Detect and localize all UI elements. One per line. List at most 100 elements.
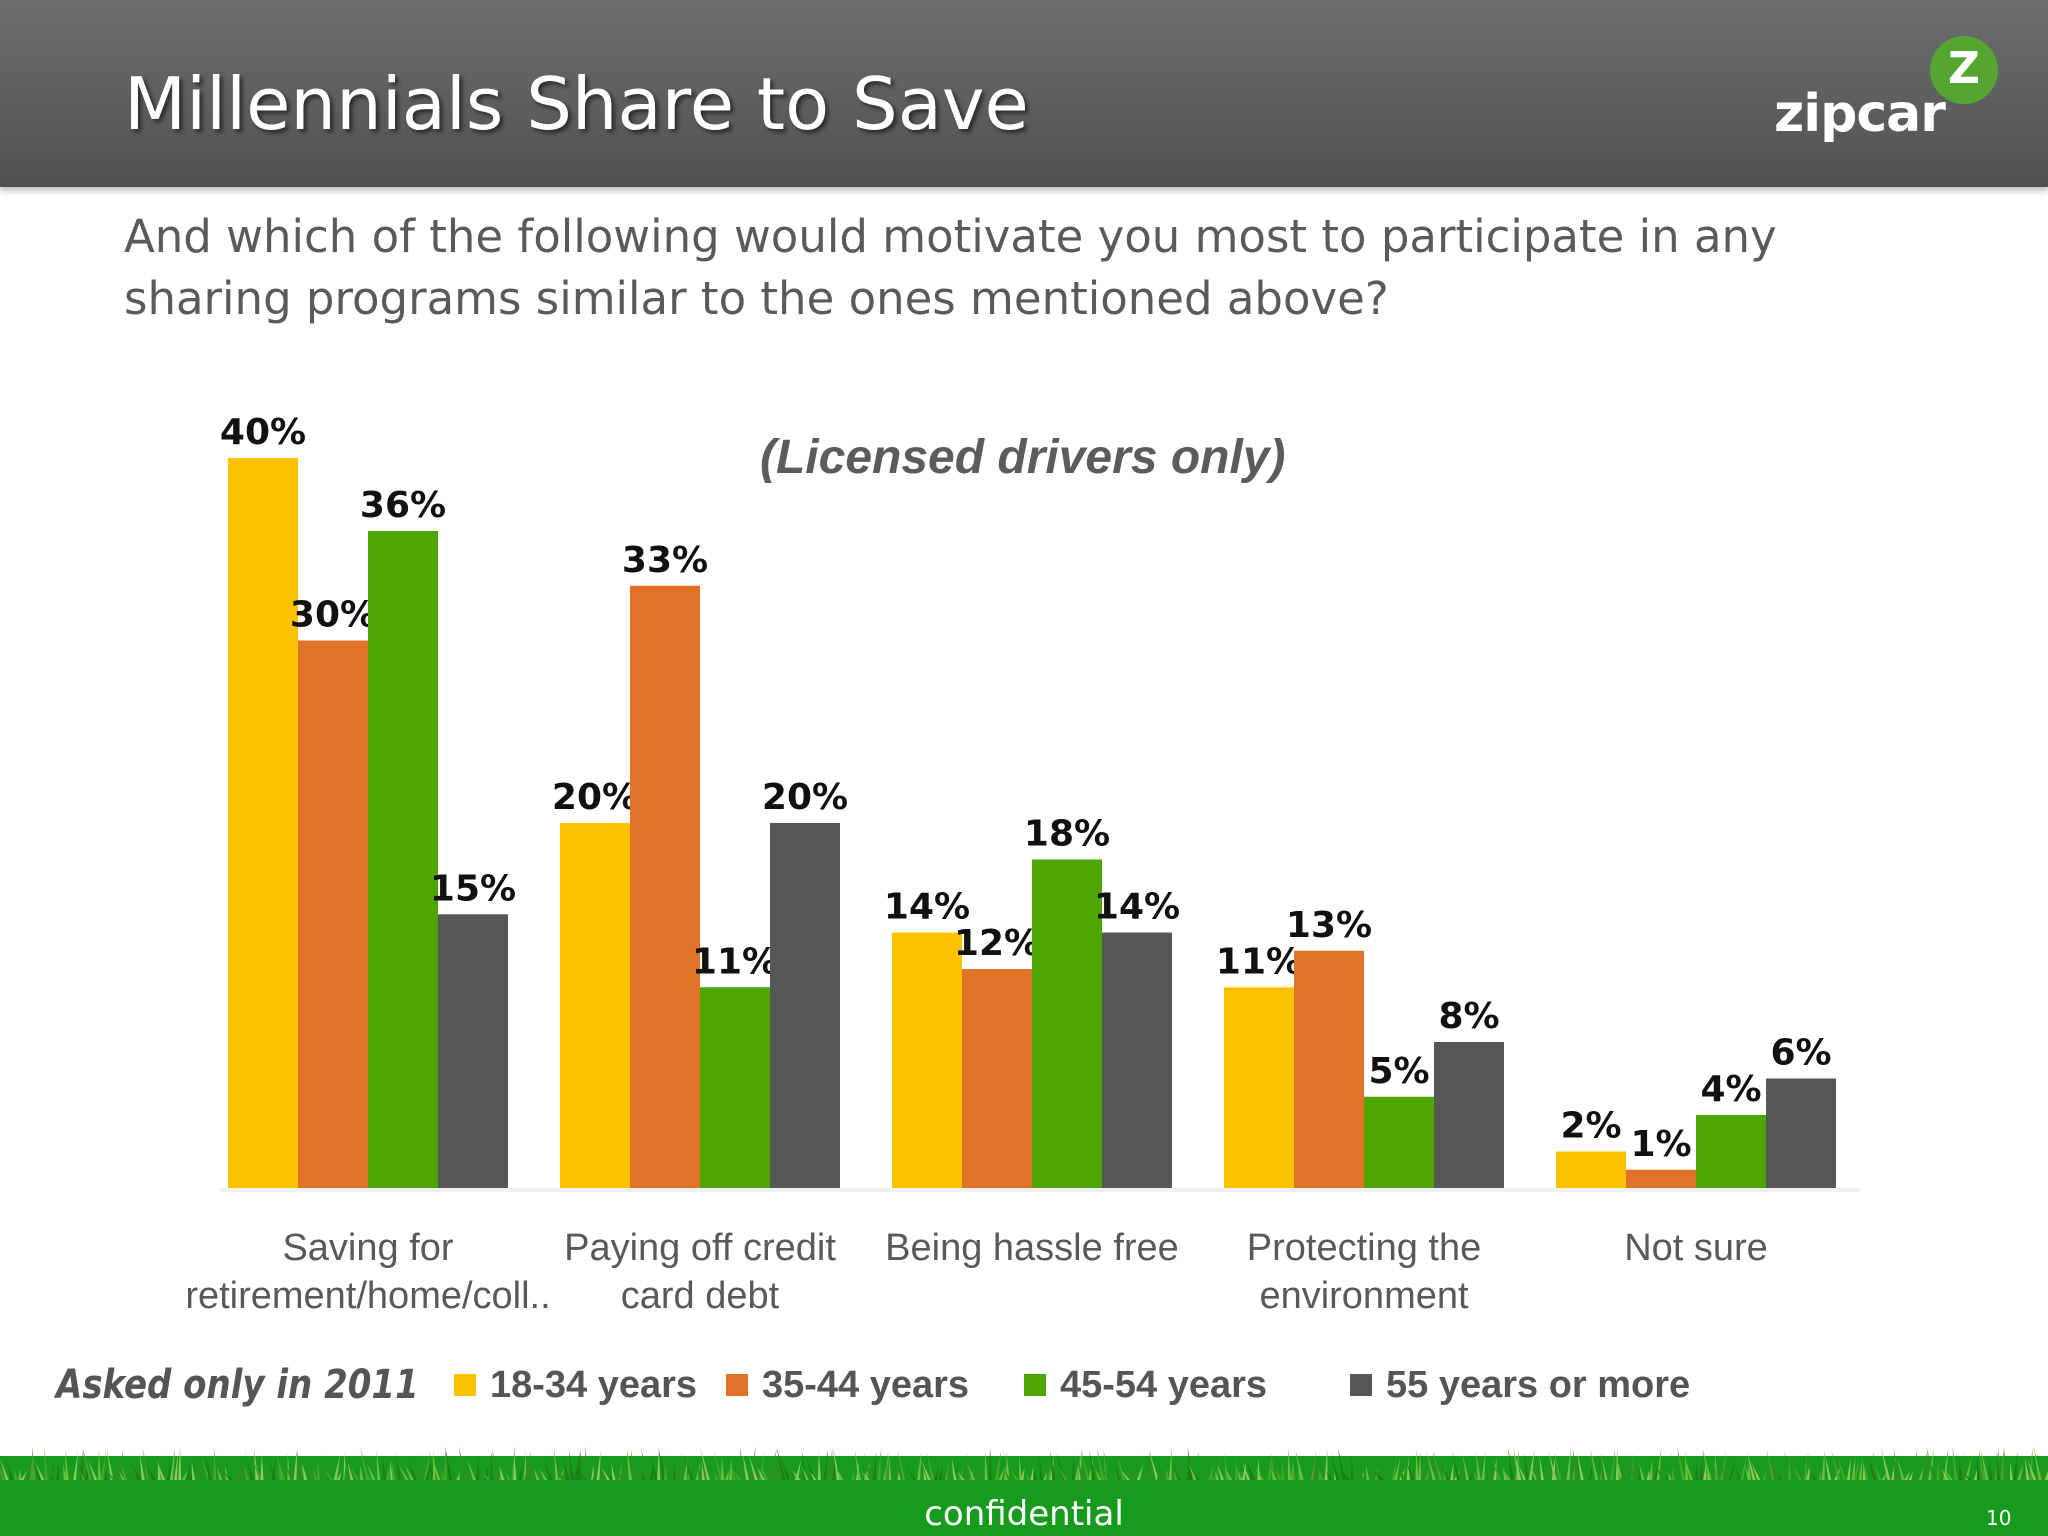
- grass-blade: [260, 1453, 264, 1480]
- grass-blade: [347, 1462, 354, 1480]
- title-bar: Millennials Share to Save Z zipcar: [0, 0, 2048, 187]
- grass-blade: [1195, 1471, 1200, 1480]
- grass-blade: [1566, 1446, 1572, 1480]
- grass-blade: [476, 1457, 480, 1480]
- grass-blade: [2010, 1461, 2013, 1480]
- data-label-55-plus-4: 6%: [1770, 1033, 1831, 1074]
- grass-blade: [810, 1471, 817, 1480]
- grass-blade: [65, 1450, 69, 1480]
- grass-blade: [1792, 1464, 1802, 1480]
- legend-swatch-55-plus: [1350, 1374, 1372, 1396]
- grass-blade: [1772, 1456, 1777, 1480]
- grass-blade: [1973, 1469, 1978, 1480]
- grass-blade: [1117, 1454, 1126, 1480]
- grass-blade: [1267, 1453, 1272, 1480]
- legend-item-18-34: 18-34 years: [454, 1362, 697, 1408]
- grass-blade: [731, 1465, 736, 1480]
- grass-blade: [1381, 1463, 1391, 1480]
- grass-blade: [1572, 1463, 1575, 1480]
- grass-blade: [1242, 1462, 1251, 1480]
- data-label-55-plus-0: 15%: [430, 868, 516, 909]
- grass-blade: [417, 1453, 422, 1480]
- survey-note: Asked only in 2011: [56, 1362, 419, 1408]
- bar-35-44-1: [630, 585, 700, 1188]
- grass-blade: [1088, 1456, 1094, 1480]
- grass-blade: [1166, 1468, 1170, 1480]
- grass-blade: [1462, 1454, 1469, 1480]
- grass-blade: [1276, 1468, 1282, 1480]
- grass-blade: [770, 1448, 777, 1480]
- legend-item-45-54: 45-54 years: [1024, 1362, 1267, 1408]
- grass-blade: [2000, 1446, 2004, 1480]
- data-label-45-54-1: 11%: [692, 941, 778, 982]
- grass-blade: [832, 1457, 836, 1480]
- grass-blade: [529, 1465, 537, 1480]
- grass-blade: [543, 1458, 553, 1480]
- grass-blade: [2033, 1446, 2042, 1480]
- grass-blade: [350, 1465, 360, 1480]
- grass-blade: [1136, 1464, 1143, 1480]
- grass-blade: [240, 1453, 246, 1480]
- grass-blade: [725, 1470, 729, 1480]
- grass-blade: [1513, 1447, 1522, 1480]
- category-label-1-line-1: card debt: [621, 1275, 780, 1317]
- grass-blade: [877, 1449, 881, 1480]
- grass-blade: [1831, 1450, 1841, 1480]
- grass-blade: [906, 1466, 917, 1480]
- bar-18-34-1: [560, 823, 630, 1188]
- grass-blade: [360, 1465, 364, 1480]
- grass-blade: [729, 1457, 732, 1480]
- grass-blade: [1473, 1471, 1479, 1480]
- grass-blade: [562, 1455, 570, 1480]
- grass-blade: [18, 1467, 22, 1480]
- grass-blade: [492, 1448, 499, 1480]
- grass-blade: [69, 1465, 73, 1480]
- legend-swatch-35-44: [726, 1374, 748, 1396]
- grass-blade: [1695, 1461, 1699, 1480]
- data-label-18-34-4: 2%: [1560, 1106, 1621, 1147]
- grass-blade: [697, 1465, 702, 1480]
- grass-blade: [1237, 1468, 1243, 1480]
- grass-blade: [1188, 1463, 1197, 1480]
- grass-blade: [1020, 1467, 1025, 1480]
- grass-blade: [2004, 1449, 2008, 1480]
- grass-blade: [944, 1462, 949, 1480]
- bar-35-44-2: [962, 969, 1032, 1188]
- grass-blade: [1095, 1468, 1102, 1480]
- grass-blade: [1649, 1458, 1653, 1480]
- grass-blade: [1668, 1471, 1672, 1480]
- grass-blade: [1330, 1453, 1340, 1480]
- grass-blade: [1751, 1462, 1761, 1480]
- grass-blade: [1281, 1461, 1285, 1480]
- grass-blade: [389, 1460, 394, 1480]
- grass-blade: [1487, 1459, 1491, 1480]
- grass-blade: [1524, 1452, 1529, 1480]
- bar-45-54-3: [1364, 1096, 1434, 1188]
- grass-blade: [1214, 1470, 1220, 1480]
- grass-blade: [1572, 1447, 1580, 1480]
- grass-blade: [293, 1448, 298, 1480]
- grass-blade: [1144, 1452, 1150, 1480]
- grass-blade: [142, 1449, 152, 1480]
- data-label-45-54-4: 4%: [1700, 1069, 1761, 1110]
- grass-blade: [1033, 1469, 1037, 1480]
- grass-blade: [601, 1458, 605, 1480]
- grass-blade: [1766, 1450, 1775, 1480]
- grass-blade: [1952, 1446, 1958, 1480]
- grass-blade: [921, 1460, 931, 1480]
- grass-blade: [1475, 1451, 1481, 1480]
- grass-blade: [14, 1470, 18, 1480]
- grass-blade: [917, 1451, 922, 1480]
- data-label-45-54-2: 18%: [1024, 814, 1110, 855]
- grass-blade: [323, 1459, 327, 1480]
- grass-blade: [1646, 1470, 1650, 1480]
- grass-blade: [641, 1448, 649, 1480]
- survey-question: And which of the following would motivat…: [124, 210, 1777, 325]
- grass-blade: [611, 1463, 616, 1480]
- grass-blade: [1528, 1447, 1535, 1480]
- grass-blade: [253, 1447, 259, 1480]
- grass-blade: [1548, 1451, 1557, 1480]
- data-label-35-44-4: 1%: [1630, 1124, 1691, 1165]
- grass-blade: [823, 1448, 828, 1480]
- bar-55-plus-0: [438, 914, 508, 1188]
